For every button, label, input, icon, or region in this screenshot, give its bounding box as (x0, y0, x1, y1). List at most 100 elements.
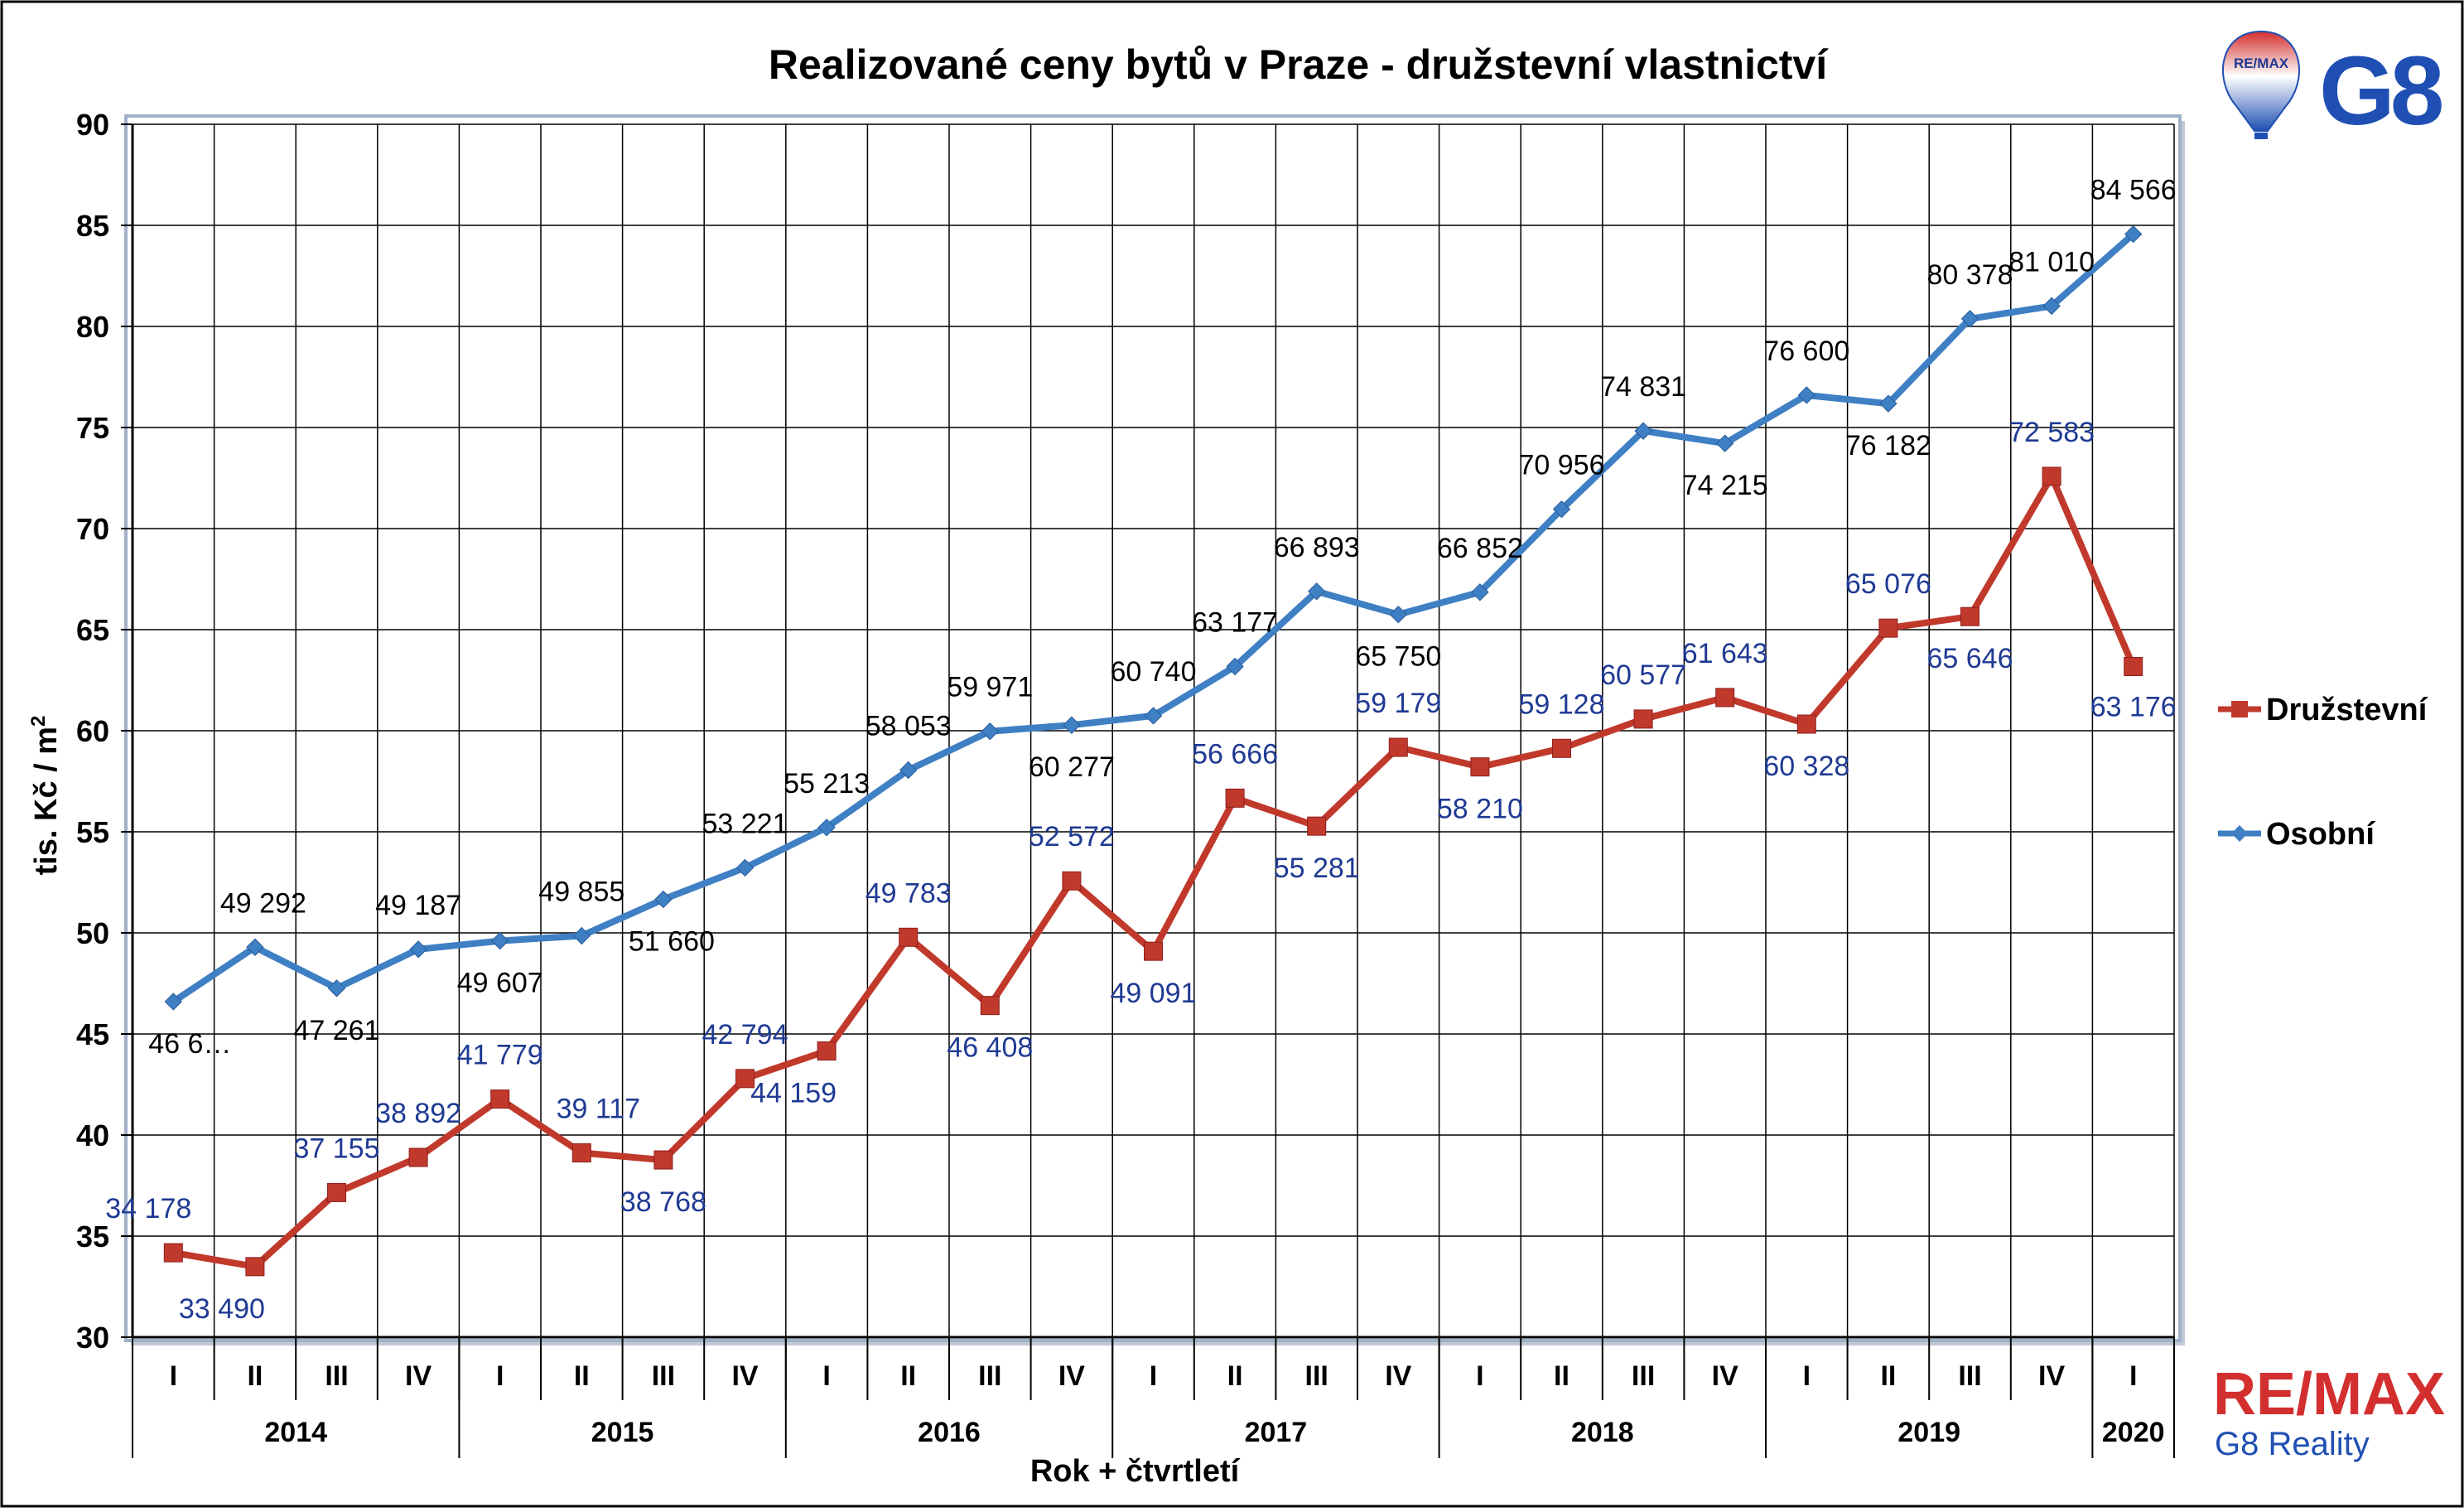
data-label: 49 607 (457, 968, 543, 999)
data-point-marker (1470, 757, 1490, 777)
data-point-marker (1715, 688, 1735, 708)
data-point-marker (1633, 709, 1653, 729)
data-label: 63 176 (2090, 692, 2177, 723)
data-point-marker (327, 1182, 346, 1202)
y-axis-title-sup: 2 (27, 716, 50, 727)
data-point-marker (490, 1089, 510, 1109)
data-point-marker (1552, 500, 1571, 519)
data-point-marker (1144, 941, 1163, 961)
data-point-marker (1878, 618, 1898, 638)
data-label: 76 600 (1763, 336, 1849, 367)
y-tick-label: 80 (76, 310, 109, 344)
data-label: 34 178 (105, 1193, 191, 1225)
y-tick-label: 60 (76, 714, 109, 748)
data-label: 49 783 (866, 877, 952, 909)
y-tick-label: 90 (76, 108, 109, 142)
data-label: 74 831 (1600, 371, 1686, 403)
x-tick-label: I (1150, 1360, 1157, 1392)
data-label: 49 855 (538, 877, 624, 908)
y-tick-label: 55 (76, 815, 109, 849)
x-tick-label: III (1632, 1360, 1655, 1392)
data-point-marker (899, 927, 919, 947)
x-tick-label: III (1958, 1360, 1981, 1392)
data-point-marker (1960, 606, 1979, 626)
data-label: 56 666 (1192, 738, 1278, 770)
plot-area (124, 114, 2182, 1342)
top-logo-text: G8 (2319, 36, 2442, 146)
year-label: 2019 (1897, 1417, 1960, 1448)
year-label: 2016 (918, 1417, 981, 1448)
data-point-marker (1960, 310, 1979, 328)
data-point-marker (2124, 225, 2143, 244)
data-point-marker (1062, 871, 1082, 891)
x-tick-label: I (496, 1360, 504, 1392)
data-label: 37 155 (294, 1133, 380, 1164)
data-point-marker (1715, 434, 1734, 452)
x-tick-label: III (325, 1360, 348, 1392)
data-label: 44 159 (750, 1078, 837, 1109)
x-tick-label: IV (405, 1360, 432, 1392)
x-tick-label: III (978, 1360, 1001, 1392)
x-tick-label: IV (1712, 1360, 1738, 1392)
data-point-marker (981, 722, 1000, 741)
data-point-marker (735, 858, 755, 877)
x-tick-label: IV (1058, 1360, 1085, 1392)
data-point-marker (817, 819, 836, 837)
x-tick-label: II (1554, 1360, 1570, 1392)
x-tick-label: I (1803, 1360, 1811, 1392)
x-tick-label: II (1227, 1360, 1243, 1392)
data-label: 38 768 (620, 1186, 706, 1218)
top-logo: RE/MAX G8 (2222, 30, 2447, 146)
data-point-marker (1226, 657, 1244, 676)
x-tick-label: II (574, 1360, 590, 1392)
y-tick-label: 70 (76, 512, 109, 546)
data-label: 58 210 (1437, 794, 1523, 825)
top-logo-badge: RE/MAX (2234, 56, 2289, 71)
data-label: 72 583 (2008, 417, 2095, 448)
data-label: 59 128 (1519, 688, 1605, 720)
data-point-marker (571, 1143, 591, 1163)
data-label: 60 328 (1763, 751, 1849, 782)
data-label: 76 182 (1845, 430, 1931, 461)
data-label: 42 794 (702, 1019, 788, 1051)
x-tick-label: I (822, 1360, 830, 1392)
data-point-marker (2042, 466, 2061, 486)
data-label: 38 892 (375, 1098, 461, 1129)
data-label: 81 010 (2008, 246, 2095, 278)
data-point-marker (1879, 394, 1897, 413)
data-point-marker (2042, 297, 2061, 316)
balloon-basket (2254, 133, 2268, 139)
x-tick-label: IV (731, 1360, 758, 1392)
data-label: 65 076 (1845, 568, 1931, 600)
data-label: 65 646 (1927, 643, 2013, 674)
data-label: 46 6… (148, 1028, 231, 1060)
data-label: 60 740 (1111, 656, 1197, 688)
data-point-marker (1225, 788, 1245, 808)
data-label: 74 215 (1682, 470, 1768, 501)
data-point-marker (817, 1041, 837, 1061)
x-tick-label: IV (2038, 1360, 2065, 1392)
y-tick-label: 45 (76, 1017, 109, 1051)
year-label: 2015 (591, 1417, 654, 1448)
data-label: 59 971 (947, 672, 1033, 703)
data-label: 65 750 (1355, 641, 1441, 673)
data-label: 41 779 (457, 1040, 543, 1071)
data-label: 55 213 (784, 768, 870, 799)
data-point-marker (1797, 386, 1816, 404)
data-label: 58 053 (866, 711, 952, 742)
data-point-marker (1471, 583, 1489, 601)
data-point-marker (2124, 657, 2143, 677)
legend-swatch-marker (2231, 701, 2248, 717)
data-point-marker (1552, 738, 1571, 758)
data-label: 66 893 (1274, 532, 1360, 563)
data-point-marker (163, 1243, 183, 1263)
data-label: 66 852 (1437, 533, 1523, 564)
data-point-marker (409, 940, 427, 959)
data-point-marker (1307, 582, 1326, 601)
data-point-marker (980, 996, 1000, 1016)
y-tick-label: 50 (76, 916, 109, 950)
data-point-marker (490, 931, 509, 950)
